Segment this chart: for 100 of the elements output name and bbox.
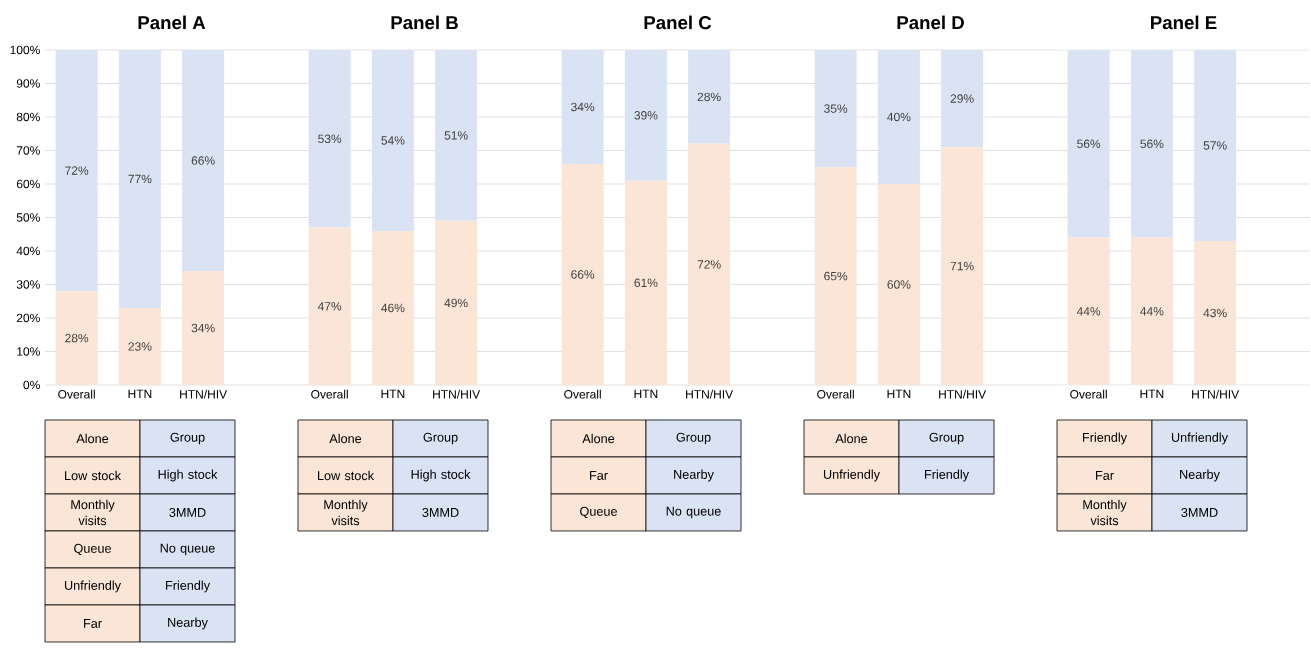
x-tick-label: Overall xyxy=(311,389,348,399)
data-label: 46% xyxy=(381,303,405,313)
bar xyxy=(814,49,857,168)
text: Group xyxy=(423,432,458,445)
bar xyxy=(182,49,225,272)
bar xyxy=(118,49,161,308)
bar xyxy=(435,49,478,221)
data-label: 57% xyxy=(1203,141,1227,150)
y-tick-label: 70% xyxy=(16,146,40,155)
text: Far xyxy=(1096,471,1114,480)
chart-title: Panel A xyxy=(138,15,206,30)
text: Far xyxy=(84,619,102,628)
data-label: 66% xyxy=(571,270,595,279)
data-label: 23% xyxy=(128,342,152,351)
data-label: 34% xyxy=(191,323,215,333)
text: Group xyxy=(676,432,711,445)
x-tick-label: HTN/HIV xyxy=(1192,389,1240,399)
data-label: 56% xyxy=(1140,139,1164,149)
y-tick-label: 50% xyxy=(16,213,40,222)
bar xyxy=(55,49,98,292)
bar xyxy=(55,291,98,385)
chart-title: Panel C xyxy=(644,15,712,30)
text: Friendly xyxy=(166,580,210,593)
bar xyxy=(941,147,984,385)
y-tick-label: 80% xyxy=(16,112,40,122)
x-tick-label: HTN/HIV xyxy=(939,389,987,399)
data-label: 51% xyxy=(444,131,468,140)
text: No queue xyxy=(160,543,215,556)
text: Nearby xyxy=(674,469,714,482)
x-tick-label: HTN/HIV xyxy=(433,389,481,399)
chart-title: Panel B xyxy=(391,15,458,30)
text: Alone xyxy=(76,433,109,444)
x-tick-label: HTN/HIV xyxy=(180,389,228,399)
text: Friendly xyxy=(1083,432,1128,445)
data-label: 35% xyxy=(824,104,848,113)
data-label: 44% xyxy=(1140,307,1164,316)
data-label: 72% xyxy=(697,260,721,269)
text: Queue xyxy=(580,506,617,519)
bar xyxy=(688,143,731,385)
y-tick-label: 20% xyxy=(16,313,40,323)
bar xyxy=(624,49,667,181)
x-tick-label: HTN xyxy=(381,389,405,398)
bar xyxy=(371,230,414,385)
bar xyxy=(118,307,161,385)
data-label: 66% xyxy=(191,156,215,165)
bar xyxy=(624,180,667,385)
data-label: 34% xyxy=(571,102,595,112)
bar xyxy=(688,49,731,144)
bar xyxy=(308,49,351,228)
text: 3MMD xyxy=(1181,507,1218,517)
text: Monthly visits xyxy=(324,499,368,526)
y-tick-label: 30% xyxy=(16,280,40,289)
data-label: 29% xyxy=(950,94,974,103)
data-label: 61% xyxy=(634,278,658,288)
text: Low stock xyxy=(318,470,375,481)
text: Unfriendly xyxy=(64,580,121,593)
data-label: 56% xyxy=(1077,139,1101,149)
data-label: 39% xyxy=(634,111,658,120)
bar xyxy=(814,167,857,385)
chart-title: Panel E xyxy=(1151,15,1217,30)
y-tick-label: 60% xyxy=(16,179,40,189)
y-tick-label: 90% xyxy=(16,79,40,88)
y-tick-label: 0% xyxy=(23,380,40,390)
text: Alone xyxy=(329,433,362,444)
data-label: 53% xyxy=(318,134,342,144)
text: 3MMD xyxy=(169,507,206,517)
data-label: 72% xyxy=(65,166,89,175)
x-tick-label: Overall xyxy=(817,389,854,399)
data-label: 54% xyxy=(381,136,405,145)
data-label: 40% xyxy=(887,112,911,122)
text: Far xyxy=(590,471,608,480)
data-label: 43% xyxy=(1203,308,1227,318)
text: Friendly xyxy=(925,469,970,482)
text: Monthly visits xyxy=(71,499,115,526)
x-tick-label: HTN xyxy=(1140,389,1164,398)
chart-title: Panel D xyxy=(897,15,964,30)
text: Group xyxy=(170,432,205,445)
text: Unfriendly xyxy=(1171,432,1228,445)
bar xyxy=(308,227,351,385)
data-label: 65% xyxy=(824,271,848,281)
bar xyxy=(877,49,920,184)
text: Low stock xyxy=(65,470,122,481)
data-label: 28% xyxy=(697,92,721,102)
x-tick-label: HTN xyxy=(634,389,658,398)
y-tick-label: 10% xyxy=(17,347,40,356)
text: High stock xyxy=(158,469,218,482)
x-tick-label: HTN xyxy=(887,389,911,398)
text: No queue xyxy=(666,506,721,519)
bar xyxy=(182,271,225,385)
data-label: 28% xyxy=(65,333,89,343)
text: Nearby xyxy=(1180,469,1220,482)
x-tick-label: Overall xyxy=(1070,389,1107,399)
text: Queue xyxy=(74,543,111,556)
bar xyxy=(371,49,414,231)
bar xyxy=(561,49,604,164)
data-label: 77% xyxy=(128,174,152,184)
text: Unfriendly xyxy=(823,469,880,482)
data-label: 60% xyxy=(887,280,911,289)
text: Monthly visits xyxy=(1083,499,1127,526)
x-tick-label: HTN xyxy=(128,389,152,398)
